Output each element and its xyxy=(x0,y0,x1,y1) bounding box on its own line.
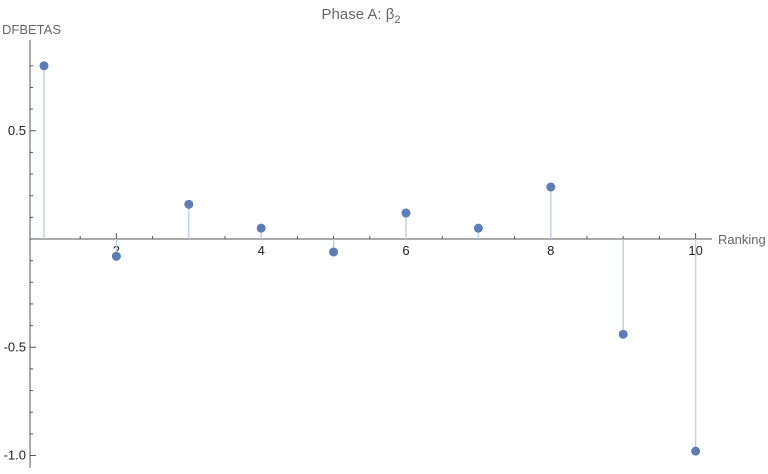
data-point xyxy=(546,182,556,192)
data-point xyxy=(329,247,339,257)
data-point xyxy=(256,223,266,233)
axes: 2468100.5-0.5-1.0 xyxy=(4,40,712,468)
data-point xyxy=(111,251,121,261)
data-point xyxy=(39,61,49,71)
data-point xyxy=(473,223,483,233)
x-tick-label: 4 xyxy=(258,243,265,258)
data-point xyxy=(401,208,411,218)
x-axis-label: Ranking xyxy=(718,232,766,247)
x-tick-label: 8 xyxy=(547,243,554,258)
y-tick-label: -0.5 xyxy=(4,339,26,354)
data-point xyxy=(618,329,628,339)
x-tick-label: 6 xyxy=(402,243,409,258)
y-tick-label: 0.5 xyxy=(8,123,26,138)
data-points xyxy=(39,61,701,456)
data-point xyxy=(184,199,194,209)
stems xyxy=(43,65,697,452)
y-tick-label: -1.0 xyxy=(4,448,26,463)
data-point xyxy=(691,446,701,456)
chart-title: Phase A: β2 xyxy=(322,6,401,26)
y-axis-label: DFBETAS xyxy=(2,22,61,37)
